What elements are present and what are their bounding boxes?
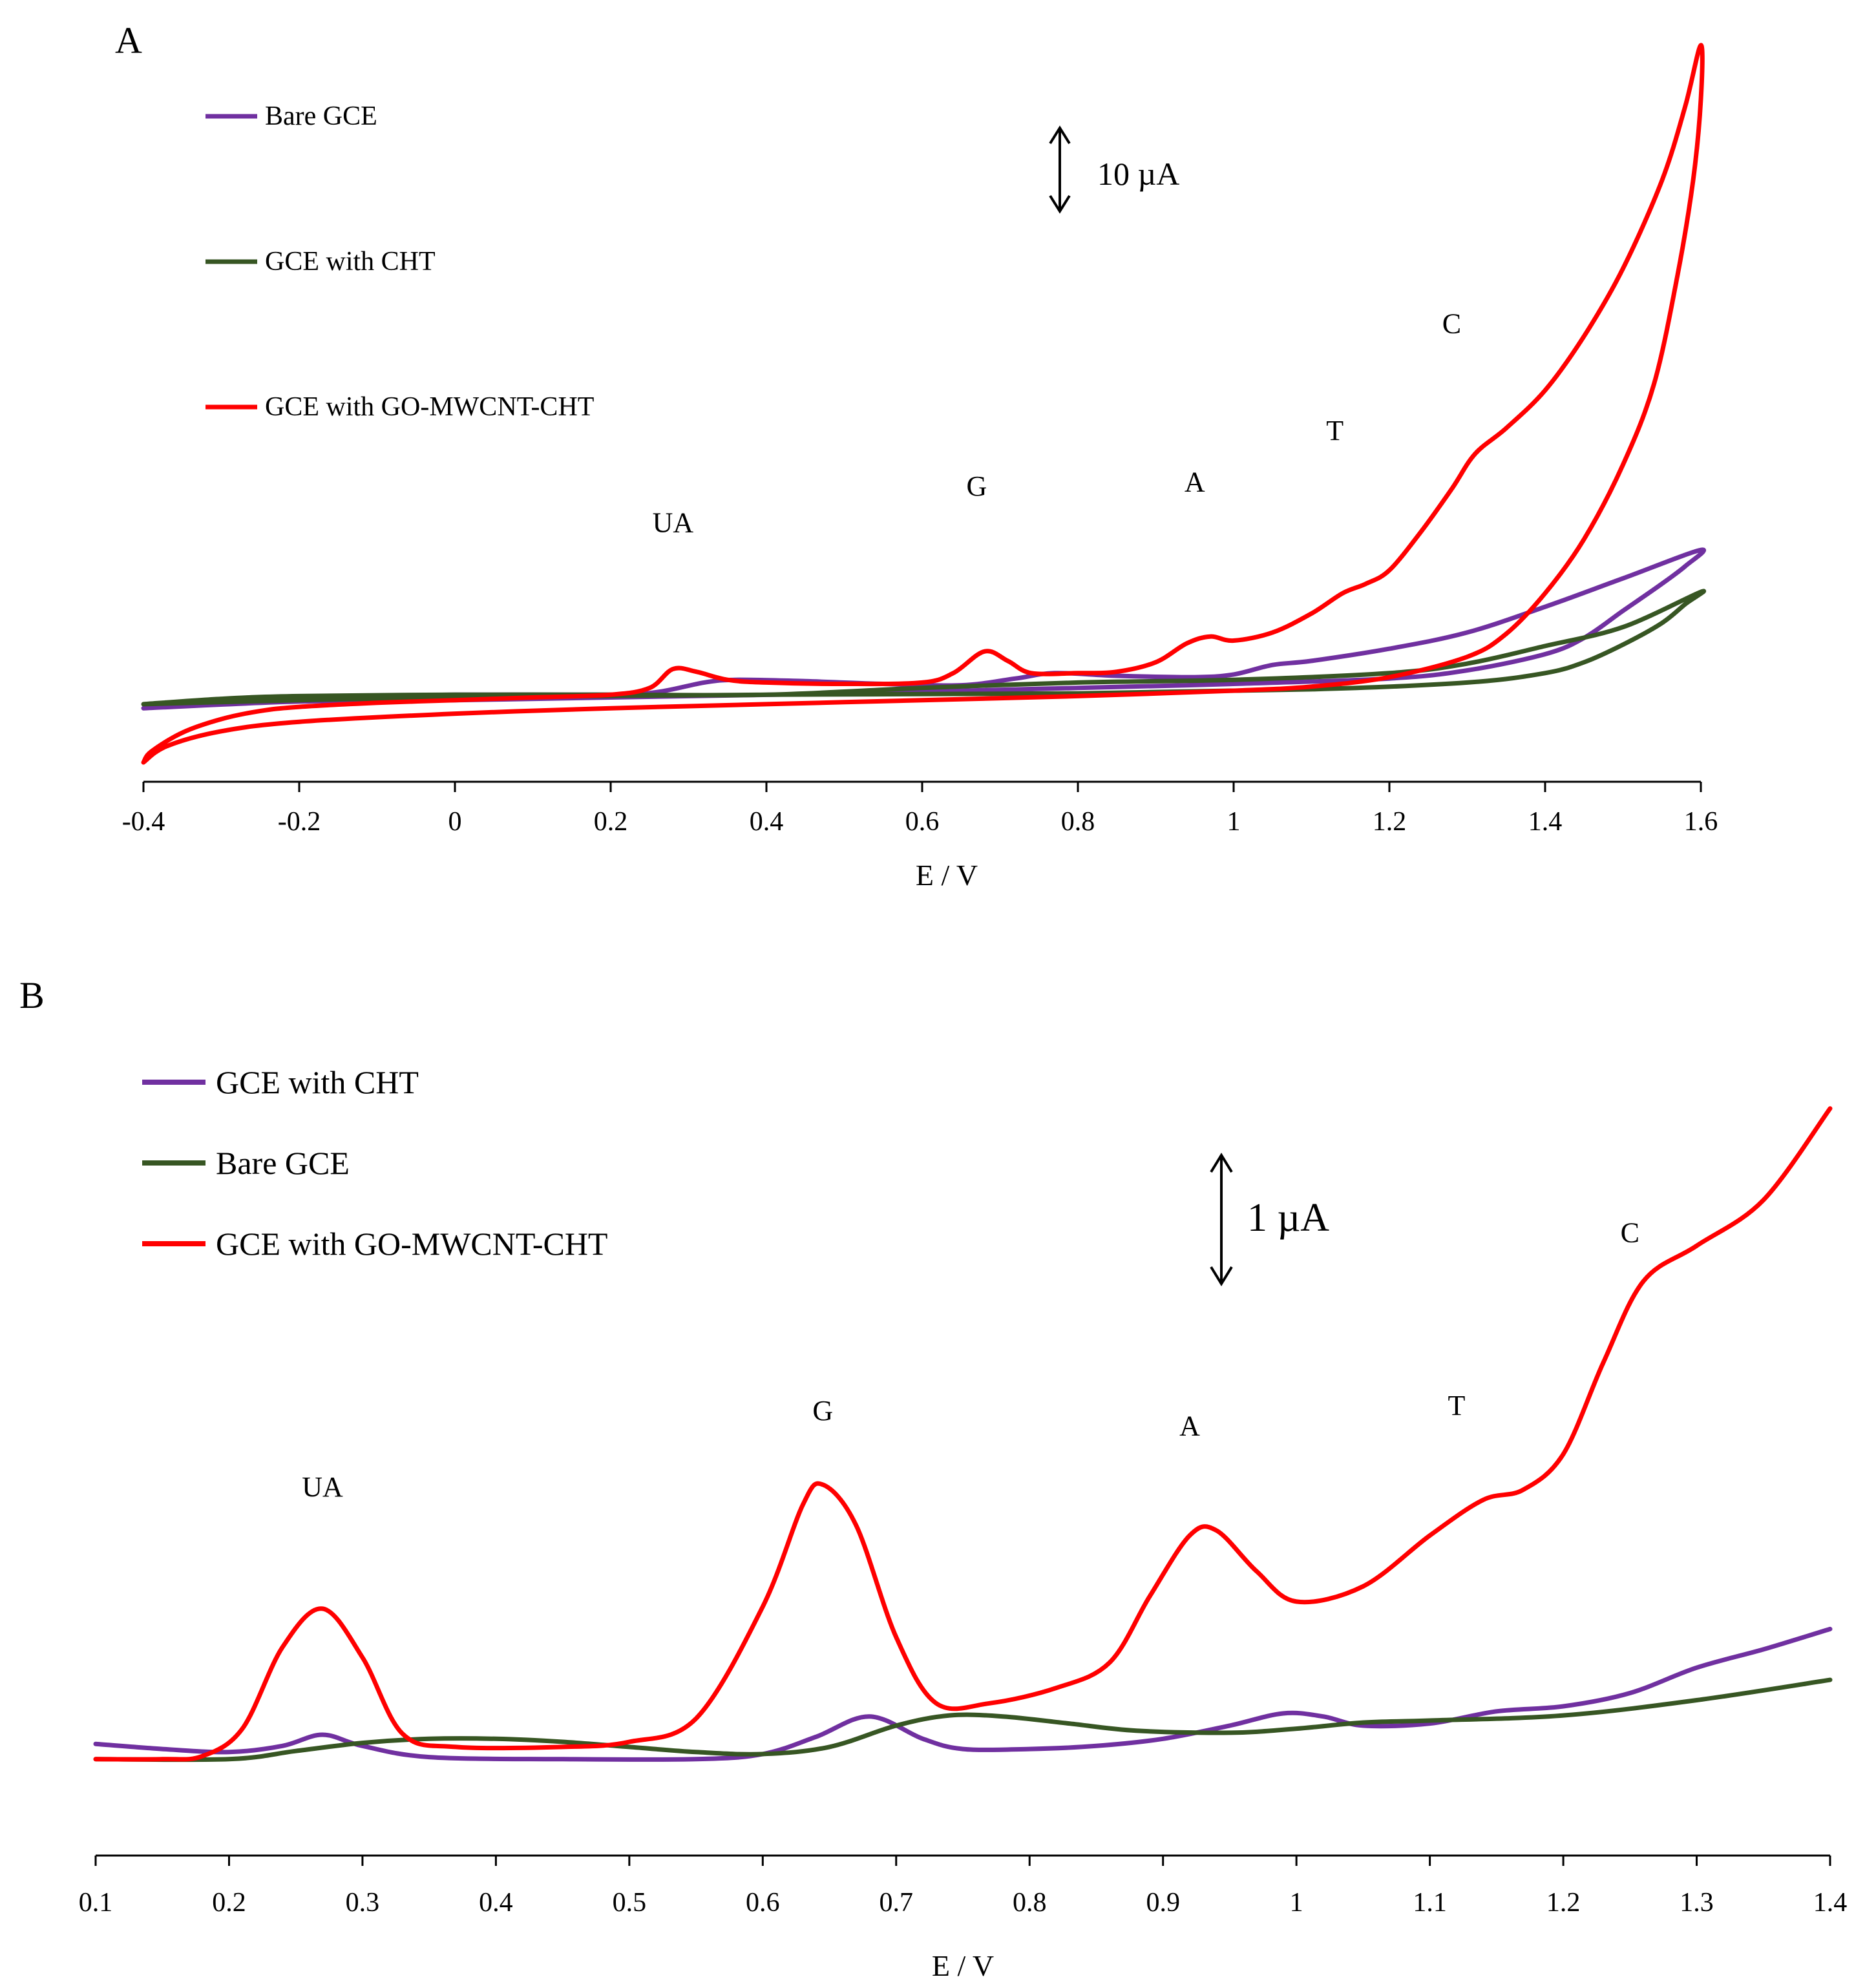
panel-b-x-ticks: 0.1 0.2 0.3 0.4 0.5 0.6 0.7 0.8 0.9 1 1.1 1.2 1.3 1.4 <box>79 1856 1848 1918</box>
peak-label-g: G <box>812 1395 833 1427</box>
x-tick-label: 0.6 <box>746 1888 780 1918</box>
scale-bar-b-label: 1 µA <box>1247 1196 1329 1240</box>
peak-label-a: A <box>1179 1410 1200 1441</box>
x-tick-label: 0.9 <box>1146 1888 1180 1918</box>
x-tick-label: 0.2 <box>594 807 628 837</box>
scale-bar-a-label: 10 µA <box>1097 156 1179 192</box>
legend-b-label-2: Bare GCE <box>216 1145 350 1181</box>
x-tick-label: 0.5 <box>613 1888 647 1918</box>
x-tick-label: 0.3 <box>346 1888 380 1918</box>
x-tick-label: -0.4 <box>122 807 165 837</box>
x-tick-label: 0.6 <box>905 807 940 837</box>
x-tick-label: 1.6 <box>1684 807 1718 837</box>
x-tick-label: 1.1 <box>1413 1888 1447 1918</box>
x-tick-label: 0.7 <box>880 1888 914 1918</box>
scale-bar-a-arrow-down <box>1049 194 1071 214</box>
peak-label-c: C <box>1621 1217 1639 1249</box>
x-tick-label: -0.2 <box>278 807 321 837</box>
series-line-gce-with-cht <box>141 589 1707 707</box>
panel-a-letter: A <box>115 19 142 61</box>
peak-label-t: T <box>1448 1390 1465 1421</box>
legend-b-label-3: GCE with GO-MWCNT-CHT <box>216 1226 607 1262</box>
peak-label-c: C <box>1442 308 1461 340</box>
panel-b-letter: B <box>19 974 45 1016</box>
scale-bar-a-arrow-up <box>1049 125 1071 145</box>
panel-a-x-axis-title: E / V <box>916 859 978 892</box>
x-tick-label: 1 <box>1290 1888 1303 1918</box>
panel-a: A Bare GCE GCE with CHT GCE with GO-MWCN… <box>115 19 1718 892</box>
legend-b-label-1: GCE with CHT <box>216 1064 419 1100</box>
panel-a-peak-labels: UA G A T C <box>653 308 1461 539</box>
panel-b-curves <box>93 1106 1833 1763</box>
x-tick-label: 1.2 <box>1373 807 1407 837</box>
x-tick-label: 1.2 <box>1546 1888 1581 1918</box>
peak-label-g: G <box>966 470 987 502</box>
scale-bar-b-arrow-down <box>1210 1266 1233 1286</box>
x-tick-label: 0.8 <box>1013 1888 1047 1918</box>
peak-label-a: A <box>1185 466 1205 498</box>
panel-b-peak-labels: UA G A T C <box>302 1217 1639 1503</box>
legend-a-label-1: Bare GCE <box>265 101 377 131</box>
legend-a-label-3: GCE with GO-MWCNT-CHT <box>265 392 594 422</box>
series-line-gce-with-go-mwcnt-cht <box>93 1106 1833 1762</box>
panel-b-scale-bar: 1 µA <box>1210 1153 1329 1286</box>
x-tick-label: 0.1 <box>79 1888 113 1918</box>
x-tick-label: 1 <box>1227 807 1241 837</box>
series-line-bare-gce <box>93 1677 1833 1763</box>
x-tick-label: 0 <box>448 807 462 837</box>
x-tick-label: 0.8 <box>1061 807 1095 837</box>
x-tick-label: 0.4 <box>479 1888 513 1918</box>
panel-a-curves <box>141 43 1707 765</box>
x-tick-label: 1.4 <box>1528 807 1563 837</box>
scale-bar-b-arrow-up <box>1210 1153 1233 1173</box>
series-line-gce-with-go-mwcnt-cht <box>141 43 1705 765</box>
panel-b-x-axis-title: E / V <box>932 1949 994 1982</box>
panel-a-scale-bar: 10 µA <box>1049 125 1179 214</box>
x-tick-label: 1.4 <box>1813 1888 1848 1918</box>
panel-b-legend: GCE with CHT Bare GCE GCE with GO-MWCNT-… <box>142 1064 607 1262</box>
x-tick-label: 1.3 <box>1680 1888 1714 1918</box>
peak-label-t: T <box>1326 415 1343 446</box>
peak-label-ua: UA <box>302 1471 343 1503</box>
panel-b: B GCE with CHT Bare GCE GCE with GO-MWCN… <box>19 974 1847 1982</box>
peak-label-ua: UA <box>653 507 694 538</box>
panel-a-legend: Bare GCE GCE with CHT GCE with GO-MWCNT-… <box>205 101 594 422</box>
legend-a-label-2: GCE with CHT <box>265 247 436 277</box>
panel-a-x-ticks: -0.4 -0.2 0 0.2 0.4 0.6 0.8 1 1.2 1.4 1.6 <box>122 782 1718 837</box>
x-tick-label: 0.2 <box>212 1888 246 1918</box>
x-tick-label: 0.4 <box>750 807 784 837</box>
